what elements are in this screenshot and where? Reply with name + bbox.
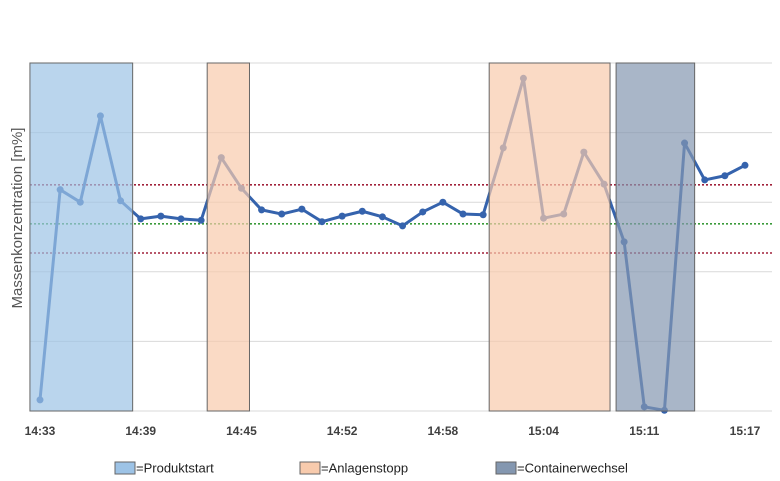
point bbox=[358, 207, 366, 215]
x-tick-label: 15:17 bbox=[730, 424, 761, 438]
point bbox=[197, 216, 205, 224]
point bbox=[459, 210, 467, 218]
point bbox=[419, 208, 427, 216]
region bbox=[488, 62, 611, 412]
region bbox=[29, 62, 134, 412]
legend-label: =Containerwechsel bbox=[517, 460, 628, 475]
x-tick-label: 14:33 bbox=[25, 424, 56, 438]
x-tick-label: 15:11 bbox=[629, 424, 659, 438]
point bbox=[278, 210, 286, 218]
x-tick-label: 14:39 bbox=[125, 424, 156, 438]
point bbox=[298, 205, 306, 213]
x-tick-label: 15:04 bbox=[528, 424, 559, 438]
point bbox=[701, 176, 709, 184]
point bbox=[399, 222, 407, 230]
legend-swatch bbox=[495, 461, 517, 475]
x-tick-label: 14:45 bbox=[226, 424, 257, 438]
point bbox=[338, 212, 346, 220]
legend-swatch bbox=[114, 461, 136, 475]
legend-label: =Anlagenstopp bbox=[321, 460, 408, 475]
point bbox=[741, 161, 749, 169]
legend-swatch bbox=[299, 461, 321, 475]
point bbox=[137, 215, 145, 223]
point bbox=[479, 211, 487, 219]
y-axis-label: Massenkonzentration [m%] bbox=[9, 128, 26, 309]
region bbox=[206, 62, 250, 412]
point bbox=[439, 198, 447, 206]
point bbox=[378, 213, 386, 221]
x-tick-label: 14:52 bbox=[327, 424, 358, 438]
legend-label: =Produktstart bbox=[136, 460, 214, 475]
point bbox=[318, 218, 326, 226]
point bbox=[721, 172, 729, 180]
point bbox=[157, 212, 165, 220]
region bbox=[615, 62, 696, 412]
point bbox=[258, 206, 266, 214]
point bbox=[177, 215, 185, 223]
x-tick-label: 14:58 bbox=[428, 424, 459, 438]
